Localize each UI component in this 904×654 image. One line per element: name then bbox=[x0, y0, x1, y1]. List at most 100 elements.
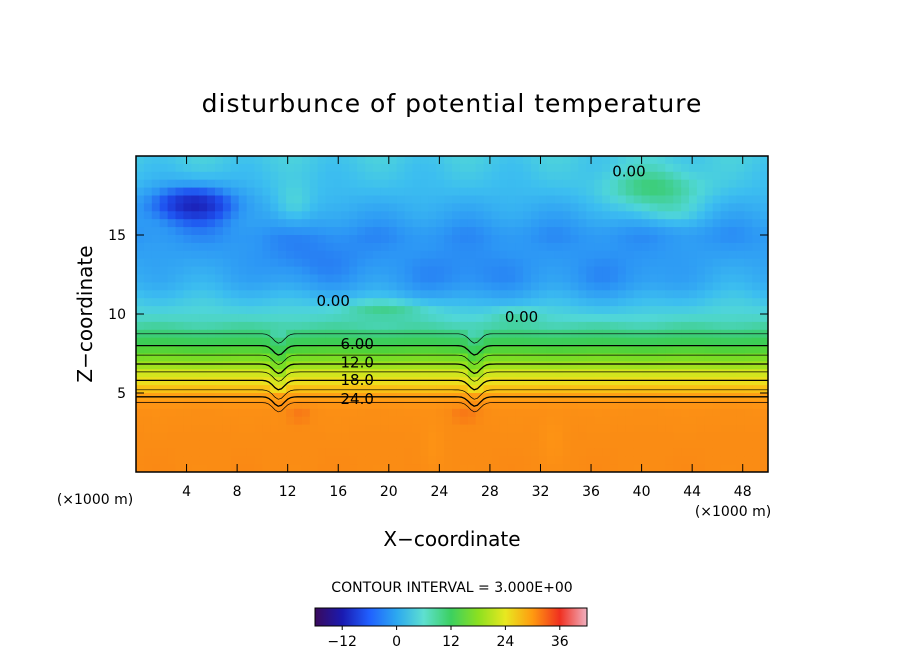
field-cell bbox=[428, 179, 437, 189]
field-cell bbox=[238, 242, 248, 252]
field-cell bbox=[696, 219, 706, 228]
field-cell bbox=[728, 353, 737, 362]
field-cell bbox=[696, 195, 706, 204]
field-cell bbox=[199, 416, 208, 426]
field-cell bbox=[151, 456, 161, 465]
field-cell bbox=[365, 408, 374, 418]
field-cell bbox=[744, 456, 753, 465]
field-cell bbox=[357, 385, 366, 394]
field-cell bbox=[444, 266, 453, 276]
field-cell bbox=[562, 337, 572, 347]
field-cell bbox=[578, 416, 587, 426]
field-cell bbox=[396, 156, 406, 165]
field-cell bbox=[373, 448, 382, 457]
field-cell bbox=[696, 369, 706, 378]
field-cell bbox=[254, 274, 263, 283]
field-cell bbox=[491, 258, 500, 268]
field-cell bbox=[633, 416, 643, 426]
field-cell bbox=[610, 440, 619, 449]
field-cell bbox=[325, 345, 335, 355]
field-cell bbox=[657, 203, 666, 212]
field-cell bbox=[515, 235, 524, 244]
field-cell bbox=[641, 179, 651, 189]
field-cell bbox=[610, 337, 619, 347]
contour-line bbox=[136, 371, 768, 382]
field-cell bbox=[278, 337, 287, 347]
field-cell bbox=[491, 219, 500, 228]
field-cell bbox=[341, 321, 350, 331]
field-cell bbox=[444, 321, 453, 331]
field-cell bbox=[689, 242, 698, 252]
field-cell bbox=[617, 163, 627, 173]
field-cell bbox=[625, 274, 635, 283]
field-cell bbox=[562, 274, 572, 283]
field-cell bbox=[230, 314, 240, 323]
field-cell bbox=[396, 400, 406, 410]
field-cell bbox=[673, 227, 682, 236]
field-cell bbox=[728, 219, 737, 228]
field-cell bbox=[546, 274, 556, 283]
field-cell bbox=[546, 235, 556, 244]
field-cell bbox=[507, 282, 516, 291]
field-cell bbox=[270, 321, 279, 331]
field-cell bbox=[349, 464, 358, 472]
field-cell bbox=[704, 282, 714, 291]
field-cell bbox=[207, 361, 216, 370]
field-cell bbox=[720, 274, 730, 283]
field-cell bbox=[215, 219, 224, 228]
field-cell bbox=[491, 353, 500, 362]
field-cell bbox=[665, 314, 674, 323]
field-cell bbox=[736, 195, 745, 204]
field-cell bbox=[467, 361, 477, 370]
field-cell bbox=[657, 408, 666, 418]
field-cell bbox=[262, 235, 271, 244]
field-cell bbox=[294, 424, 303, 434]
field-cell bbox=[191, 448, 200, 457]
field-cell bbox=[744, 408, 753, 418]
field-cell bbox=[641, 250, 651, 260]
field-cell bbox=[270, 408, 279, 418]
field-cell bbox=[341, 385, 350, 394]
field-cell bbox=[191, 456, 200, 465]
field-cell bbox=[633, 250, 643, 260]
field-cell bbox=[191, 235, 200, 244]
field-cell bbox=[254, 369, 263, 378]
field-cell bbox=[531, 290, 540, 299]
field-cell bbox=[167, 242, 177, 252]
field-cell bbox=[207, 242, 216, 252]
field-cell bbox=[641, 266, 651, 276]
field-cell bbox=[404, 377, 414, 386]
field-cell bbox=[523, 282, 532, 291]
field-cell bbox=[380, 242, 390, 252]
field-cell bbox=[459, 274, 469, 283]
contour-line bbox=[136, 333, 768, 344]
field-cell bbox=[301, 266, 311, 276]
field-cell bbox=[617, 156, 627, 165]
field-cell bbox=[578, 424, 587, 434]
field-cell bbox=[278, 456, 287, 465]
field-cell bbox=[388, 258, 398, 268]
field-cell bbox=[712, 242, 722, 252]
field-cell bbox=[696, 274, 706, 283]
field-cell bbox=[744, 235, 753, 244]
field-cell bbox=[207, 187, 216, 197]
field-cell bbox=[246, 227, 256, 236]
field-cell bbox=[262, 171, 271, 181]
field-cell bbox=[459, 464, 469, 472]
field-cell bbox=[696, 290, 706, 299]
field-cell bbox=[720, 227, 730, 236]
field-cell bbox=[689, 464, 698, 472]
field-cell bbox=[428, 195, 437, 204]
field-cell bbox=[207, 353, 216, 362]
field-cell bbox=[230, 440, 240, 449]
field-cell bbox=[673, 456, 682, 465]
field-cell bbox=[625, 250, 635, 260]
field-cell bbox=[341, 432, 350, 441]
field-cell bbox=[436, 321, 445, 331]
field-cell bbox=[404, 298, 414, 307]
field-cell bbox=[625, 282, 635, 291]
field-cell bbox=[412, 163, 421, 173]
field-cell bbox=[222, 171, 232, 181]
field-cell bbox=[207, 369, 216, 378]
field-cell bbox=[665, 369, 674, 378]
